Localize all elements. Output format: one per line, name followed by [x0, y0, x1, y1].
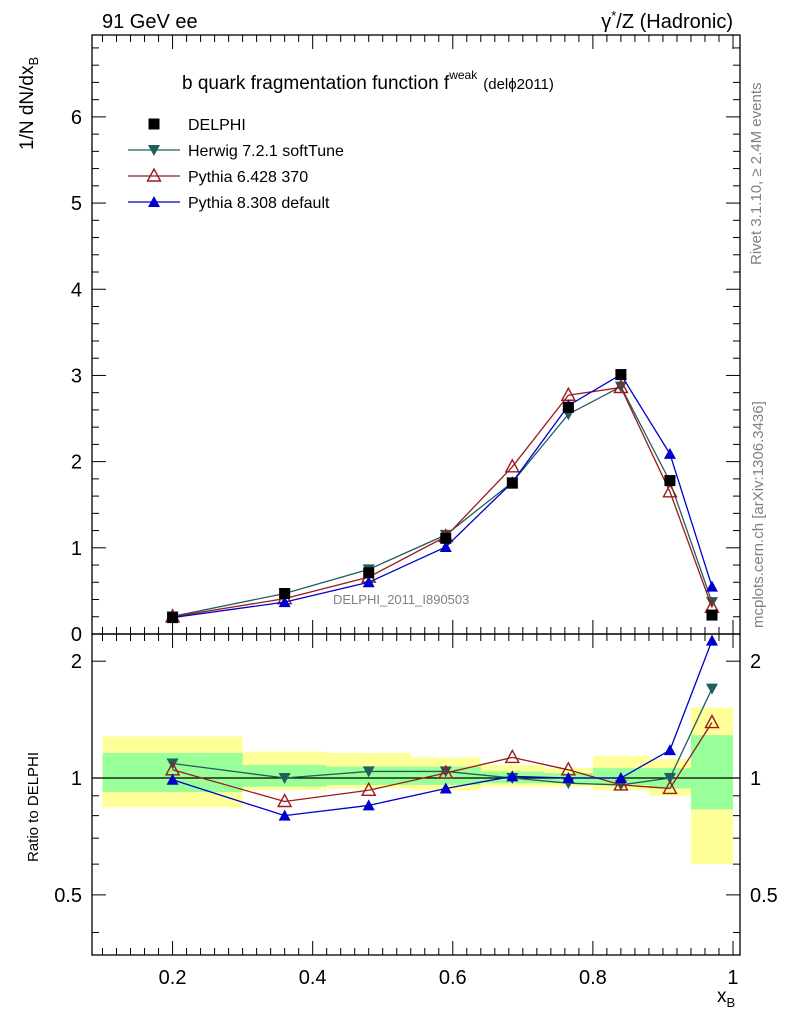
watermark: DELPHI_2011_I890503 [333, 592, 469, 607]
ratio-y-tick-label-right: 2 [750, 651, 761, 673]
ratio-y-tick-label: 2 [71, 651, 82, 673]
ratio-data-point [278, 773, 291, 785]
y-tick-label: 2 [71, 452, 82, 474]
data-point [440, 532, 452, 544]
ratio-data-point [439, 782, 452, 794]
data-point [362, 576, 375, 588]
ratio-y-tick-label-right: 0.5 [750, 885, 778, 907]
ratio-series-line [172, 722, 713, 803]
legend: DELPHI Herwig 7.2.1 softTune Pythia 6.428 … [128, 117, 344, 212]
x-axis-label: xB [717, 986, 735, 1010]
rivet-label: Rivet 3.1.10, ≥ 2.4M events [748, 83, 765, 266]
ratio-data-point [705, 683, 718, 695]
legend-label: Herwig 7.2.1 softTune [188, 143, 344, 160]
ratio-y-tick-label: 1 [71, 768, 82, 790]
x-tick-label: 0.6 [439, 967, 467, 989]
legend-marker [148, 145, 160, 156]
series-line [172, 373, 713, 619]
y-tick-label: 5 [71, 193, 82, 215]
legend-marker [148, 118, 160, 130]
y-tick-label: 6 [71, 107, 82, 129]
data-point [167, 612, 179, 624]
ratio-plot: 0.5 0.5 1 1 2 2 0.2 0.4 0.6 0.8 1 [54, 633, 778, 989]
ratio-data-point [276, 793, 293, 808]
x-tick-label: 1 [727, 967, 738, 989]
legend-label: Pythia 6.428 370 [188, 169, 308, 186]
ratio-data-point [705, 634, 718, 646]
data-point [664, 475, 676, 487]
data-point [705, 580, 718, 592]
ratio-data-point [562, 772, 575, 784]
ratio-axis-label: Ratio to DELPHI [25, 752, 42, 862]
top-plot: 0 1 2 3 4 5 6 [71, 34, 741, 646]
data-point [615, 369, 627, 381]
ratio-data-point [662, 779, 678, 795]
data-point [706, 609, 718, 621]
ratio-y-tick-label-right: 1 [750, 768, 761, 790]
series-line [172, 385, 713, 617]
data-point [279, 587, 291, 599]
data-point [439, 540, 452, 552]
ratio-data-point [506, 770, 519, 782]
series-line [172, 386, 713, 618]
data-point [506, 477, 518, 489]
header-left: 91 GeV ee [102, 11, 198, 33]
data-point [363, 567, 375, 579]
ratio-data-point [504, 748, 520, 764]
x-tick-label: 0.2 [159, 967, 187, 989]
data-point [662, 483, 678, 498]
x-tick-label: 0.4 [299, 967, 327, 989]
uncertainty-band-inner [690, 735, 733, 810]
ratio-data-point [361, 781, 377, 796]
ratio-data-point [704, 714, 720, 729]
ratio-data-point [613, 776, 629, 791]
y-tick-label: 4 [71, 279, 82, 301]
legend-marker [148, 196, 160, 207]
y-tick-label: 3 [71, 365, 82, 387]
data-point [278, 596, 291, 608]
x-tick-label: 0.8 [579, 967, 607, 989]
legend-label: DELPHI [188, 117, 246, 134]
legend-label: Pythia 8.308 default [188, 195, 330, 212]
data-point [613, 379, 629, 394]
ratio-data-point [362, 766, 375, 778]
y-tick-label: 0 [71, 624, 82, 646]
data-point [562, 401, 574, 413]
y-axis-label: 1/N dN/dxB [17, 57, 41, 150]
ratio-y-tick-label: 0.5 [54, 885, 82, 907]
ratio-data-point [614, 772, 627, 784]
ratio-data-point [278, 809, 291, 821]
ratio-data-point [439, 766, 452, 778]
ratio-data-point [663, 773, 676, 785]
data-point [504, 458, 520, 473]
main-title: b quark fragmentation function fweak(del… [182, 68, 554, 94]
data-point [663, 447, 676, 459]
header-right: γ*/Z (Hadronic) [601, 8, 733, 33]
ratio-data-point [663, 744, 676, 756]
mcplots-label: mcplots.cern.ch [arXiv:1306.3436] [750, 401, 767, 628]
ratio-frame [91, 633, 741, 956]
ratio-data-point [362, 799, 375, 811]
legend-marker [146, 167, 162, 182]
ratio-data-point [166, 773, 179, 785]
y-tick-label: 1 [71, 538, 82, 560]
ratio-data-point [438, 764, 454, 779]
